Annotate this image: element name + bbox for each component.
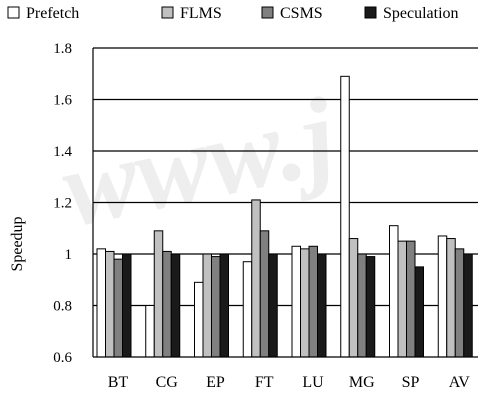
- bar-cg-prefetch: [145, 305, 155, 358]
- x-category-label: LU: [302, 374, 324, 391]
- bar-cg-speculation: [170, 253, 181, 358]
- legend-swatch-flms: [161, 6, 174, 19]
- x-category-label: AV: [449, 374, 470, 391]
- legend-label-speculation: Speculation: [383, 5, 459, 22]
- y-tick-label: 1.2: [53, 196, 72, 212]
- bar-ft-flms: [251, 199, 261, 358]
- bar-lu-speculation: [317, 253, 327, 358]
- bar-bt-speculation: [122, 253, 132, 358]
- bar-bt-csms: [113, 258, 123, 358]
- bar-mg-speculation: [365, 256, 376, 358]
- legend-swatch-prefetch: [7, 6, 20, 19]
- bar-av-prefetch: [437, 235, 448, 358]
- x-category-label: EP: [206, 374, 225, 391]
- bar-bt-flms: [105, 250, 115, 358]
- bars: [96, 75, 473, 358]
- x-category-labels: BT CG EP FT LU MG SP AV: [108, 374, 470, 391]
- bar-bt-prefetch: [96, 248, 106, 358]
- legend-label-csms: CSMS: [280, 5, 323, 22]
- bar-mg-flms: [348, 238, 359, 358]
- bar-av-csms: [454, 248, 465, 358]
- bar-ft-speculation: [268, 253, 278, 358]
- legend-swatch-csms: [261, 6, 274, 19]
- x-category-label: FT: [255, 374, 274, 391]
- bar-ep-csms: [211, 256, 221, 358]
- bar-ep-speculation: [219, 253, 229, 358]
- bar-sp-flms: [397, 240, 407, 358]
- y-tick-label: 1.6: [53, 93, 72, 109]
- legend-swatch-speculation: [364, 6, 377, 19]
- bar-lu-flms: [300, 248, 310, 358]
- axes: [92, 48, 478, 358]
- bar-ft-csms: [259, 230, 270, 358]
- bar-ft-prefetch: [242, 261, 253, 358]
- x-category-label: MG: [349, 374, 375, 391]
- x-category-label: SP: [402, 374, 420, 391]
- bar-cg-flms: [153, 230, 164, 358]
- bar-sp-csms: [406, 240, 416, 358]
- bar-lu-prefetch: [291, 245, 301, 358]
- bar-av-flms: [446, 238, 456, 358]
- bar-sp-speculation: [414, 266, 424, 358]
- bar-cg-csms: [162, 250, 172, 358]
- y-tick-label: 0.8: [53, 299, 72, 315]
- bar-lu-csms: [308, 245, 318, 358]
- legend-label-flms: FLMS: [180, 5, 222, 22]
- bar-mg-prefetch: [340, 75, 350, 358]
- x-category-label: CG: [156, 374, 179, 391]
- y-axis-label: Speedup: [9, 216, 26, 271]
- bar-ep-prefetch: [194, 281, 204, 358]
- bar-av-speculation: [463, 253, 473, 358]
- legend-label-prefetch: Prefetch: [26, 5, 79, 22]
- y-tick-labels: 0.6 0.8 1 1.2 1.4 1.6 1.8: [53, 41, 72, 366]
- legend: Prefetch FLMS CSMS Speculation: [7, 5, 459, 22]
- y-tick-label: 1.8: [53, 41, 72, 57]
- y-tick-label: 0.6: [53, 350, 72, 366]
- bar-sp-prefetch: [389, 225, 399, 358]
- bar-mg-csms: [357, 253, 367, 358]
- x-category-label: BT: [108, 374, 129, 391]
- y-tick-label: 1: [65, 247, 73, 263]
- bar-ep-flms: [202, 253, 212, 358]
- y-tick-label: 1.4: [53, 144, 72, 160]
